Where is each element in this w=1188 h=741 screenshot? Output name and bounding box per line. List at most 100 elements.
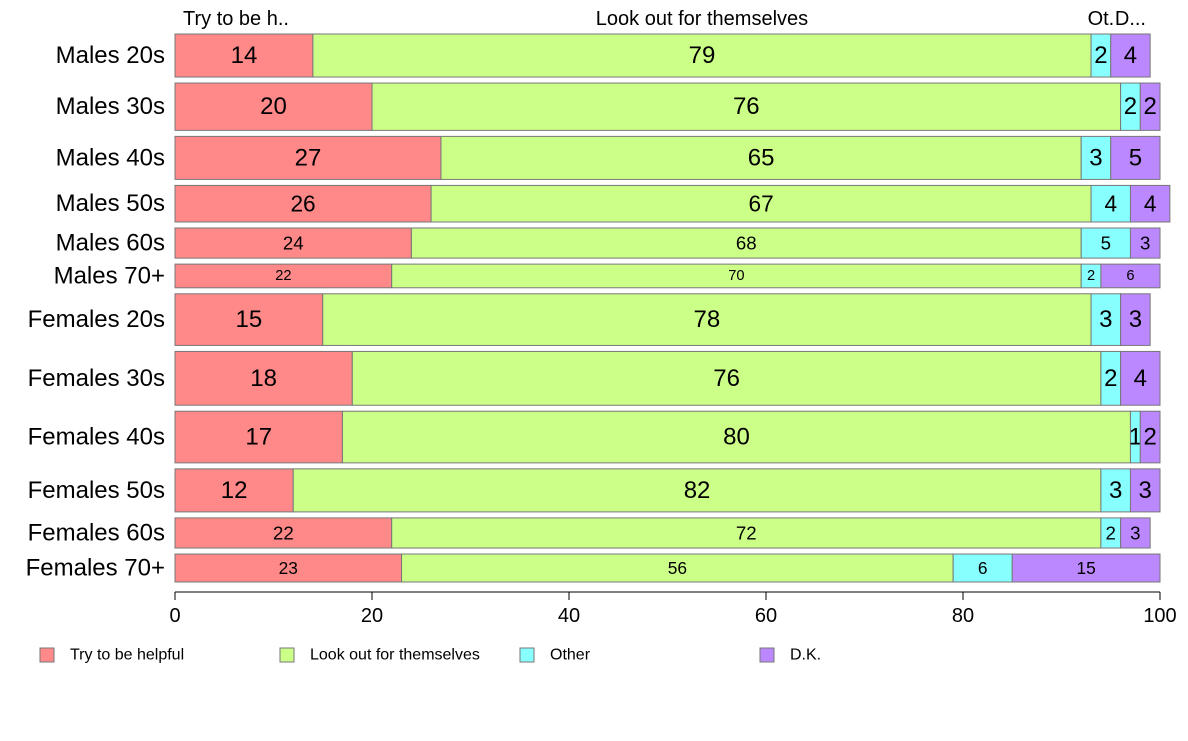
data-label: 22 — [275, 268, 291, 284]
bar-segment — [1129, 184, 1171, 223]
top-label: Ot. — [1088, 8, 1115, 30]
category-label: Males 50s — [56, 190, 165, 217]
bar-segment — [174, 33, 314, 78]
data-label: 78 — [694, 306, 721, 333]
bar-segment — [1139, 82, 1161, 131]
data-label: 82 — [684, 477, 711, 504]
bar-segment — [322, 293, 1092, 346]
top-label: Try to be h.. — [183, 8, 289, 30]
data-label: 2 — [1143, 93, 1156, 120]
x-tick-label: 20 — [361, 605, 383, 627]
bar-segment — [312, 33, 1092, 78]
x-tick-label: 40 — [558, 605, 580, 627]
data-label: 26 — [290, 191, 315, 217]
legend-swatch — [759, 647, 775, 663]
data-label: 80 — [723, 424, 750, 451]
x-tick-label: 60 — [755, 605, 777, 627]
data-label: 76 — [733, 93, 760, 120]
bar-segment — [1080, 227, 1131, 259]
bar-segment — [391, 517, 1102, 549]
data-label: 15 — [1076, 558, 1095, 578]
data-label: 2 — [1106, 522, 1116, 543]
legend-swatch — [279, 647, 295, 663]
bar-segment — [1129, 227, 1161, 259]
data-label: 22 — [273, 522, 294, 543]
bar-segment — [1139, 410, 1161, 464]
bar-segment — [440, 135, 1082, 180]
bar-segment — [1129, 468, 1161, 513]
data-label: 17 — [245, 424, 272, 451]
bar-segment — [341, 410, 1131, 464]
bar-segment — [1011, 553, 1161, 583]
data-label: 2 — [1094, 42, 1107, 69]
data-label: 18 — [250, 365, 277, 392]
data-label: 4 — [1134, 365, 1147, 392]
category-label: Males 60s — [56, 230, 165, 257]
data-label: 65 — [748, 144, 775, 171]
data-label: 14 — [231, 42, 258, 69]
data-label: 76 — [713, 365, 740, 392]
bar-segment — [1110, 135, 1161, 180]
data-label: 3 — [1129, 306, 1142, 333]
category-label: Females 50s — [28, 477, 165, 504]
data-label: 6 — [1126, 268, 1134, 284]
data-label: 3 — [1140, 233, 1150, 254]
data-label: 2 — [1087, 268, 1095, 284]
data-label: 56 — [668, 558, 687, 578]
data-label: 27 — [295, 144, 322, 171]
data-label: 4 — [1124, 42, 1137, 69]
data-label: 23 — [279, 558, 298, 578]
bar-segment — [1100, 263, 1161, 289]
bar-segment — [1120, 350, 1161, 406]
bar-segment — [351, 350, 1102, 406]
bar-segment — [410, 227, 1082, 259]
category-label: Males 30s — [56, 93, 165, 120]
category-label: Females 60s — [28, 519, 165, 546]
x-tick-label: 80 — [952, 605, 974, 627]
data-label: 2 — [1104, 365, 1117, 392]
x-tick-label: 0 — [169, 605, 180, 627]
data-label: 3 — [1139, 477, 1152, 504]
data-label: 79 — [689, 42, 716, 69]
data-label: 70 — [728, 268, 744, 284]
legend-label: Try to be helpful — [70, 647, 184, 664]
category-label: Females 40s — [28, 424, 165, 451]
data-label: 2 — [1143, 424, 1156, 451]
bar-segment — [174, 82, 373, 131]
data-label: 15 — [236, 306, 263, 333]
data-label: 5 — [1129, 144, 1142, 171]
bar-segment — [174, 184, 432, 223]
bar-segment — [292, 468, 1102, 513]
data-label: 6 — [978, 558, 988, 578]
data-label: 3 — [1130, 522, 1140, 543]
top-label: Look out for themselves — [596, 8, 808, 30]
bar-segment — [1100, 468, 1131, 513]
category-label: Males 70+ — [54, 262, 165, 289]
data-label: 3 — [1089, 144, 1102, 171]
legend-swatch — [519, 647, 535, 663]
category-label: Males 20s — [56, 42, 165, 69]
data-label: 20 — [260, 93, 287, 120]
bar-segment — [371, 82, 1122, 131]
legend-label: Other — [550, 647, 591, 664]
bar-segment — [174, 350, 353, 406]
top-label: D... — [1115, 8, 1146, 30]
category-label: Males 40s — [56, 144, 165, 171]
bar-segment — [174, 135, 442, 180]
data-label: 2 — [1124, 93, 1137, 120]
bar-segment — [174, 553, 403, 583]
data-label: 1 — [1129, 424, 1142, 451]
legend-swatch — [39, 647, 55, 663]
data-label: 24 — [283, 233, 304, 254]
data-label: 12 — [221, 477, 248, 504]
bar-segment — [174, 293, 324, 346]
category-label: Females 70+ — [26, 555, 165, 582]
legend-label: D.K. — [790, 647, 821, 664]
bar-segment — [1120, 517, 1151, 549]
data-label: 72 — [736, 522, 757, 543]
data-label: 68 — [736, 233, 757, 254]
data-label: 4 — [1144, 191, 1157, 217]
x-tick-label: 100 — [1143, 605, 1176, 627]
